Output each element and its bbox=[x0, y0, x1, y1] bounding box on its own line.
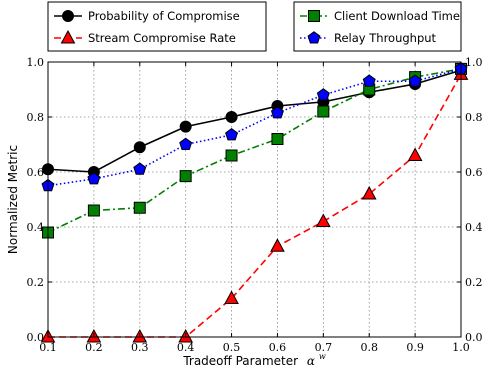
series-relay-throughput bbox=[41, 62, 468, 192]
legend-label: Client Download Time bbox=[334, 9, 460, 23]
data-point-stream-compromise-rate bbox=[315, 213, 331, 227]
series-line-stream-compromise-rate bbox=[48, 73, 462, 338]
data-point-relay-throughput bbox=[270, 106, 284, 119]
data-point-relay-throughput bbox=[225, 128, 239, 141]
y-tick-label: 1.0 bbox=[27, 56, 45, 69]
grid bbox=[47, 61, 462, 338]
series-stream-compromise-rate bbox=[40, 66, 469, 343]
series-layer bbox=[40, 62, 469, 343]
data-point-client-download-time bbox=[179, 170, 192, 183]
data-point-relay-throughput bbox=[133, 162, 147, 175]
legend-marker bbox=[62, 10, 74, 22]
data-point-relay-throughput bbox=[87, 172, 101, 185]
legend-marker bbox=[60, 29, 76, 44]
y-tick-label: 0.0 bbox=[27, 331, 45, 344]
x-tick-label: 0.9 bbox=[406, 341, 424, 354]
x-tick-label: 0.8 bbox=[360, 341, 378, 354]
x-tick-label: 0.1 bbox=[39, 341, 57, 354]
series-client-download-time bbox=[42, 62, 467, 239]
data-point-probability-of-compromise bbox=[179, 120, 192, 133]
legend-box-1: Probability of Compromise Stream Compromi… bbox=[47, 1, 267, 52]
legend-box-2: Client Download Time Relay Throughput bbox=[293, 1, 462, 52]
data-point-stream-compromise-rate bbox=[224, 290, 239, 304]
data-point-client-download-time bbox=[133, 201, 146, 214]
series-line-probability-of-compromise bbox=[47, 69, 462, 173]
legend-label: Relay Throughput bbox=[334, 31, 437, 45]
x-tick-label: 0.6 bbox=[269, 341, 287, 354]
y-tick-label: 0.8 bbox=[27, 111, 45, 124]
legend-frame bbox=[293, 1, 462, 52]
data-point-relay-throughput bbox=[362, 74, 376, 87]
x-axis-label-symbol: α bbox=[307, 354, 315, 368]
x-tick-label: 0.2 bbox=[85, 341, 103, 354]
data-point-stream-compromise-rate bbox=[361, 185, 377, 200]
x-tick-label: 0.3 bbox=[131, 341, 149, 354]
y-tick-label: 0.4 bbox=[27, 221, 45, 234]
data-point-relay-throughput bbox=[179, 137, 193, 151]
plot-frame bbox=[47, 61, 462, 338]
y-tick-label-right: 0.0 bbox=[465, 331, 483, 344]
y-tick-label: 0.6 bbox=[27, 166, 45, 179]
x-axis-label-text: Tradeoff Parameter bbox=[182, 354, 298, 368]
data-point-probability-of-compromise bbox=[133, 141, 146, 154]
data-point-relay-throughput bbox=[316, 88, 330, 101]
y-tick-label-right: 1.0 bbox=[465, 56, 483, 69]
x-axis-label: Tradeoff Parameter α w bbox=[182, 352, 325, 368]
legend: Probability of Compromise Stream Compromi… bbox=[47, 1, 462, 52]
x-tick-label: 0.7 bbox=[315, 341, 333, 354]
x-tick-label: 0.4 bbox=[177, 341, 195, 354]
ticks: 0.1 0.2 0.3 0.4 0.5 0.6 0.7 0.8 0.9 1.00.0 0.00.2 0… bbox=[27, 56, 483, 354]
series-probability-of-compromise bbox=[42, 64, 467, 178]
data-point-probability-of-compromise bbox=[225, 111, 238, 123]
x-tick-label: 0.5 bbox=[223, 341, 241, 354]
data-point-relay-throughput bbox=[408, 74, 422, 87]
legend-label: Stream Compromise Rate bbox=[88, 31, 236, 45]
legend-marker bbox=[308, 10, 320, 22]
data-point-stream-compromise-rate bbox=[270, 238, 285, 252]
legend-marker bbox=[307, 31, 321, 44]
y-tick-label-right: 0.4 bbox=[465, 221, 483, 234]
y-tick-label-right: 0.6 bbox=[465, 166, 483, 179]
series-line-client-download-time bbox=[47, 68, 462, 234]
y-axis-label: Normalized Metric bbox=[6, 145, 20, 254]
data-point-client-download-time bbox=[317, 105, 330, 118]
x-axis-label-superscript: w bbox=[319, 352, 326, 361]
data-point-client-download-time bbox=[271, 133, 284, 145]
legend-label: Probability of Compromise bbox=[88, 9, 240, 23]
y-tick-label-right: 0.8 bbox=[465, 111, 483, 124]
data-point-client-download-time bbox=[225, 149, 238, 162]
legend-frame bbox=[47, 1, 267, 52]
data-point-client-download-time bbox=[87, 204, 100, 217]
y-tick-label-right: 0.2 bbox=[465, 276, 483, 289]
x-tick-label: 1.0 bbox=[452, 341, 470, 354]
data-point-stream-compromise-rate bbox=[407, 147, 423, 161]
y-tick-label: 0.2 bbox=[27, 276, 45, 289]
